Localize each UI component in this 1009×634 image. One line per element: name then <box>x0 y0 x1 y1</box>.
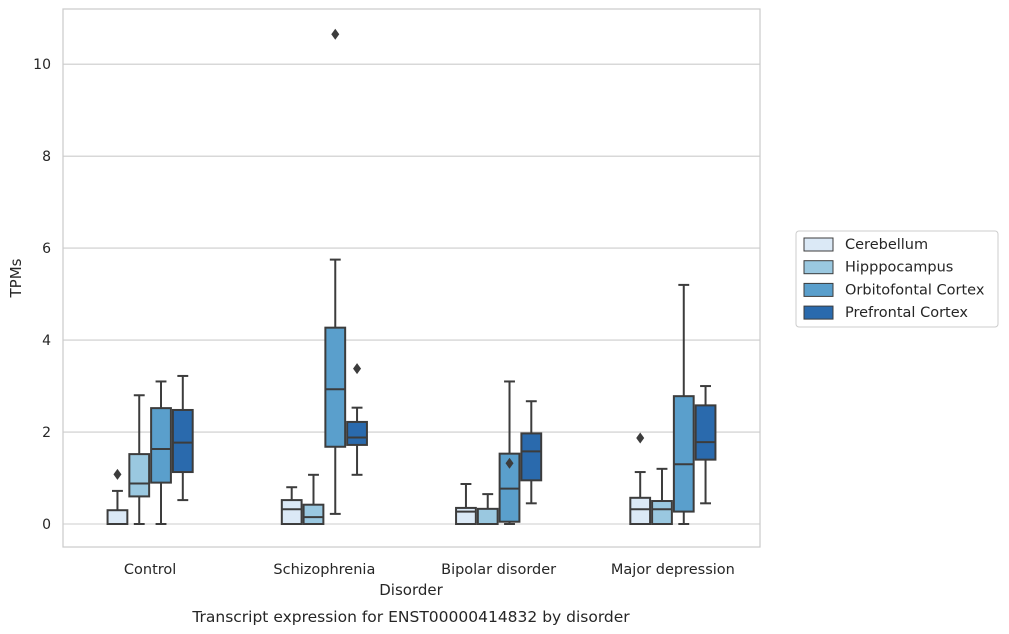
box-iqr <box>455 506 477 526</box>
legend-frame <box>795 230 999 328</box>
outlier-point <box>113 468 122 480</box>
box-iqr <box>324 326 347 448</box>
box-iqr <box>476 507 499 526</box>
box-plot <box>171 374 194 502</box>
legend-label: Orbitofontal Cortex <box>845 282 985 298</box>
chart-title: Transcript expression for ENST0000041483… <box>191 608 630 626</box>
box-iqr <box>672 395 695 513</box>
plot-area-frame <box>62 8 761 548</box>
y-tick-label: 10 <box>33 57 51 73</box>
y-tick-label: 4 <box>42 333 51 349</box>
outlier-point <box>505 457 514 469</box>
x-tick-labels: Control Schizophrenia Bipolar disorder Majo… <box>124 562 735 578</box>
legend-swatch <box>803 282 834 297</box>
box-iqr <box>520 432 543 482</box>
legend-swatch <box>803 305 834 320</box>
y-tick-labels: 0 2 4 6 8 10 <box>33 57 51 533</box>
box-plot <box>694 385 717 505</box>
box-plot <box>280 486 303 526</box>
box-plot <box>498 380 521 526</box>
box-plot <box>651 467 673 526</box>
box-iqr <box>106 509 129 526</box>
legend-swatch <box>803 260 834 275</box>
legend-swatch <box>803 237 834 252</box>
y-tick-label: 6 <box>42 241 51 257</box>
x-tick-label: Control <box>124 562 176 578</box>
legend-label: Prefrontal Cortex <box>845 305 968 321</box>
outlier-point <box>331 28 340 40</box>
box-plot <box>476 493 499 526</box>
x-tick-label: Schizophrenia <box>273 562 375 578</box>
y-tick-label: 0 <box>42 517 51 533</box>
box-plot <box>324 28 347 515</box>
outlier-point <box>353 363 362 375</box>
box-iqr <box>302 503 325 526</box>
x-axis-label: Disorder <box>379 581 443 599</box>
box-iqr <box>346 420 368 446</box>
box-plot <box>672 283 695 526</box>
box-plot <box>150 380 172 526</box>
box-plot <box>128 394 151 526</box>
box-plot <box>455 483 477 526</box>
box-iqr <box>128 453 151 498</box>
legend-label: Hipppocampus <box>845 260 953 276</box>
box-plot <box>302 473 325 526</box>
box-iqr <box>629 496 652 526</box>
box-iqr <box>171 408 194 474</box>
legend: Cerebellum Hipppocampus Orbitofontal Corte… <box>795 230 999 328</box>
boxes <box>106 28 717 526</box>
box-plot <box>106 468 129 526</box>
box-iqr <box>694 404 717 461</box>
outlier-point <box>636 432 645 444</box>
y-axis-label: TPMs <box>7 258 25 298</box>
box-iqr <box>280 499 303 526</box>
box-iqr <box>651 500 673 526</box>
y-tick-label: 2 <box>42 425 51 441</box>
box-plot <box>520 400 543 505</box>
y-tick-label: 8 <box>42 149 51 165</box>
x-tick-label: Bipolar disorder <box>441 562 556 578</box>
box-iqr <box>150 407 172 484</box>
box-plot <box>346 363 368 476</box>
x-tick-label: Major depression <box>611 562 735 578</box>
box-plot <box>629 432 652 526</box>
legend-label: Cerebellum <box>845 237 928 253</box>
